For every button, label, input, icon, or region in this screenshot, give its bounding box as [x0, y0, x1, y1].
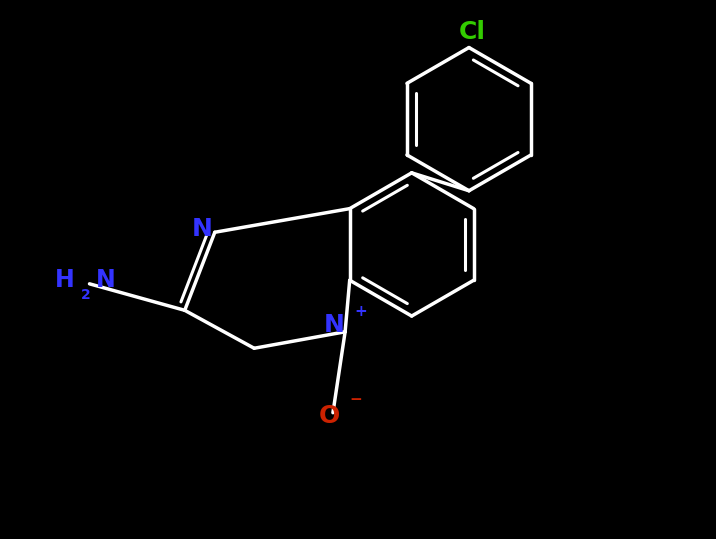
Text: N: N	[324, 313, 345, 337]
Text: O: O	[319, 404, 340, 429]
Text: 2: 2	[81, 288, 91, 302]
Text: Cl: Cl	[459, 20, 486, 44]
Text: −: −	[349, 392, 362, 407]
Text: +: +	[354, 304, 367, 319]
Text: N: N	[191, 217, 213, 241]
Text: H: H	[54, 268, 74, 292]
Text: N: N	[95, 268, 115, 292]
